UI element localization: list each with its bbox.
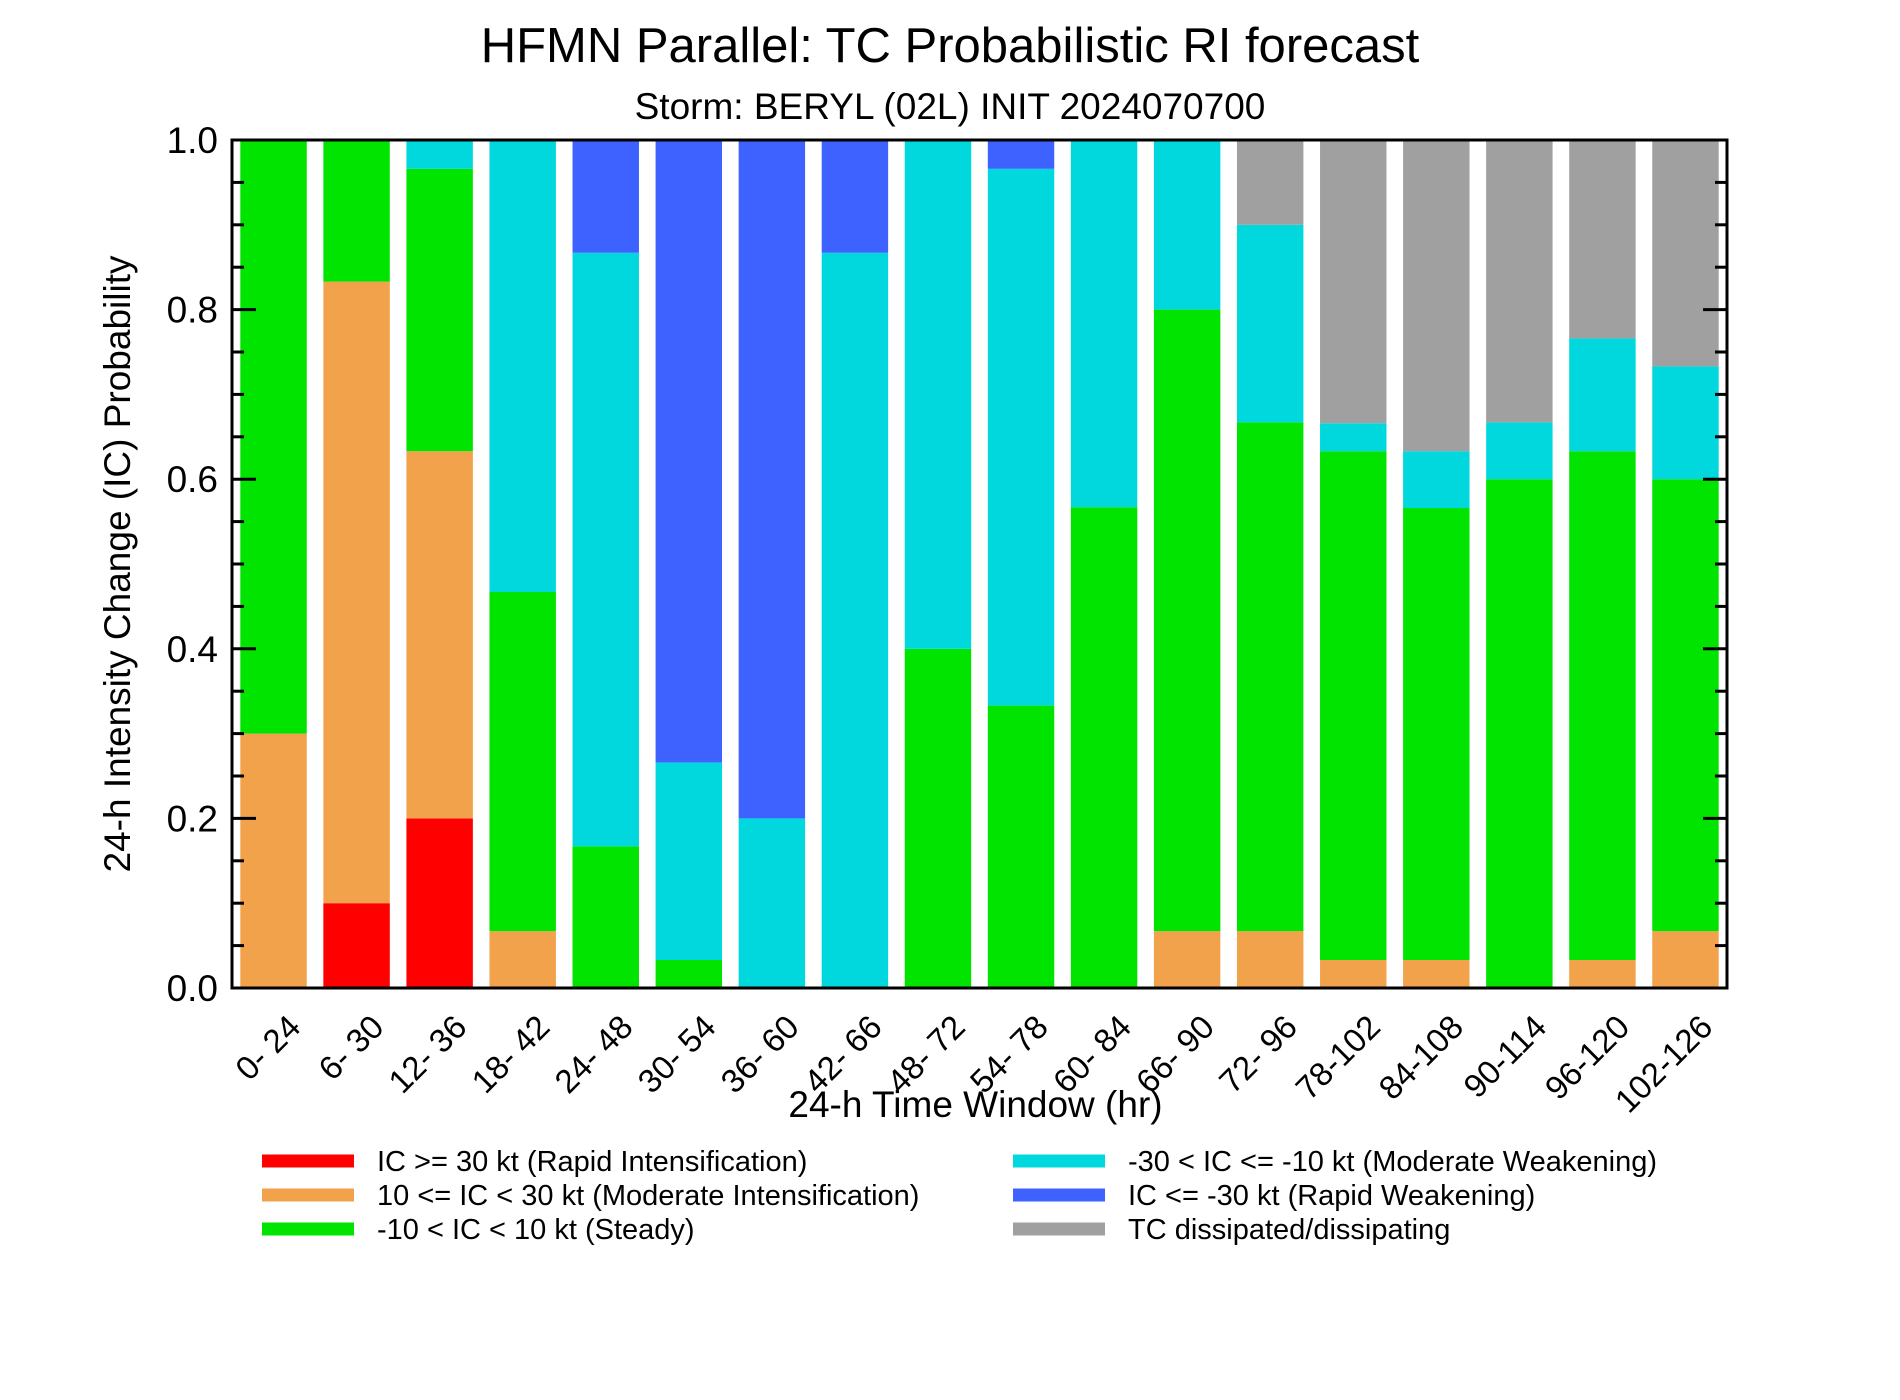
bar-segment-8-2: [904, 648, 972, 988]
legend-label-1: 10 <= IC < 30 kt (Moderate Intensificati…: [377, 1180, 919, 1212]
legend-label-3: -30 < IC <= -10 kt (Moderate Weakening): [1128, 1146, 1657, 1178]
bar-segment-17-5: [1652, 140, 1719, 367]
y-tick-label: 0.0: [167, 968, 218, 1009]
bar-segment-11-2: [1153, 309, 1221, 932]
legend-label-2: -10 < IC < 10 kt (Steady): [377, 1214, 695, 1246]
bar-segment-15-2: [1486, 479, 1553, 988]
bar-segment-16-2: [1569, 451, 1636, 961]
bar-segment-13-1: [1320, 960, 1387, 988]
x-tick-label: 0- 24: [228, 1008, 307, 1087]
bar-segment-16-3: [1569, 338, 1636, 452]
x-tick-label: 72- 96: [1212, 1008, 1304, 1100]
bar-segment-9-2: [987, 705, 1055, 988]
bar-segment-6-4: [738, 140, 806, 819]
bar-layer: [240, 140, 1719, 988]
x-tick-label: 84-108: [1371, 1008, 1470, 1107]
x-tick-label: 24- 48: [547, 1008, 639, 1100]
bar-segment-13-5: [1320, 140, 1387, 424]
bar-segment-1-0: [323, 903, 390, 988]
bar-segment-4-4: [572, 140, 639, 253]
bar-segment-5-2: [655, 960, 723, 988]
bar-segment-2-2: [406, 168, 473, 452]
bar-segment-12-5: [1236, 140, 1304, 225]
bar-segment-12-1: [1236, 931, 1304, 988]
bar-segment-17-2: [1652, 479, 1719, 932]
bar-segment-12-2: [1236, 422, 1304, 932]
bar-segment-9-4: [987, 140, 1055, 169]
bar-segment-10-3: [1070, 140, 1138, 508]
bar-segment-16-1: [1569, 960, 1636, 988]
bar-segment-1-2: [323, 140, 390, 282]
bar-segment-0-1: [240, 733, 307, 988]
bar-segment-6-3: [738, 818, 806, 988]
bar-segment-8-3: [904, 140, 972, 649]
x-tick-label: 18- 42: [464, 1008, 556, 1100]
bar-segment-3-2: [489, 591, 556, 932]
y-tick-label: 0.6: [167, 459, 218, 500]
bar-segment-9-3: [987, 168, 1055, 706]
legend-label-4: IC <= -30 kt (Rapid Weakening): [1128, 1180, 1535, 1212]
bar-segment-5-4: [655, 140, 723, 763]
x-tick-label: 90-114: [1456, 1008, 1553, 1105]
y-tick-label: 0.8: [167, 290, 218, 331]
bar-segment-5-3: [655, 762, 723, 961]
x-tick-label: 78-102: [1288, 1008, 1387, 1107]
bar-segment-4-2: [572, 846, 639, 988]
bar-segment-11-1: [1153, 931, 1221, 988]
bar-segment-15-3: [1486, 422, 1553, 480]
bar-segment-17-1: [1652, 931, 1719, 988]
bar-segment-7-3: [821, 252, 889, 988]
bar-segment-3-3: [489, 140, 556, 592]
bar-segment-14-3: [1403, 451, 1470, 509]
bar-segment-13-3: [1320, 423, 1387, 452]
bar-segment-10-2: [1070, 507, 1138, 988]
bar-segment-13-2: [1320, 451, 1387, 961]
y-tick-label: 1.0: [167, 120, 218, 161]
bar-segment-14-1: [1403, 960, 1470, 988]
bar-segment-11-3: [1153, 140, 1221, 310]
y-axis-title: 24-h Intensity Change (IC) Probability: [97, 255, 138, 872]
bar-segment-2-0: [406, 818, 473, 988]
chart-title: HFMN Parallel: TC Probabilistic RI forec…: [481, 19, 1420, 73]
bar-segment-2-1: [406, 451, 473, 819]
bar-segment-7-4: [821, 140, 889, 253]
legend-label-5: TC dissipated/dissipating: [1128, 1214, 1450, 1246]
legend: IC >= 30 kt (Rapid Intensification)10 <=…: [262, 1146, 1657, 1246]
bar-segment-14-5: [1403, 140, 1470, 452]
bar-segment-16-5: [1569, 140, 1636, 339]
bar-segment-15-5: [1486, 140, 1553, 423]
y-tick-label: 0.2: [167, 798, 218, 839]
bar-segment-1-1: [323, 281, 390, 904]
y-axis: 0.0 0.2 0.4 0.6 0.8 1.0: [167, 120, 1727, 1009]
bar-segment-14-2: [1403, 508, 1470, 961]
bar-segment-17-3: [1652, 366, 1719, 480]
x-tick-label: 6- 30: [311, 1008, 390, 1087]
bar-segment-12-3: [1236, 224, 1304, 423]
x-tick-label: 30- 54: [630, 1008, 722, 1100]
y-tick-label: 0.4: [167, 629, 218, 670]
bar-segment-0-2: [240, 140, 307, 734]
chart-subtitle: Storm: BERYL (02L) INIT 2024070700: [635, 86, 1266, 127]
legend-label-0: IC >= 30 kt (Rapid Intensification): [377, 1146, 807, 1178]
bar-segment-4-3: [572, 252, 639, 847]
x-axis-title: 24-h Time Window (hr): [788, 1084, 1162, 1125]
bar-segment-2-3: [406, 140, 473, 169]
x-tick-label: 12- 36: [381, 1008, 473, 1100]
bar-segment-3-1: [489, 931, 556, 988]
